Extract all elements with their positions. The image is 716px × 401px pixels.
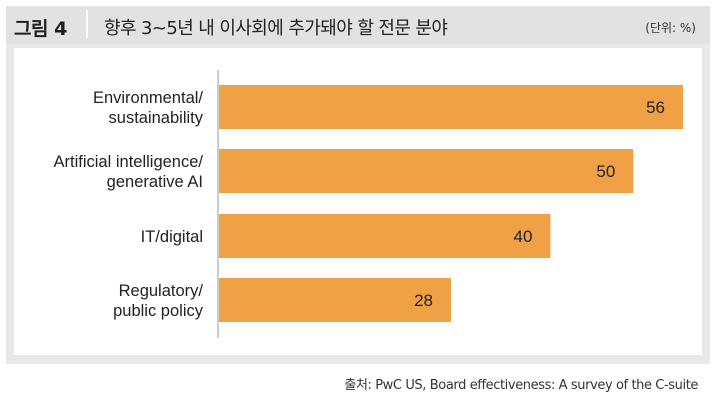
category-label: sustainability: [109, 109, 204, 127]
figure-label: 그림 4: [14, 18, 67, 40]
unit-note: (단위: %): [645, 21, 696, 35]
category-label: Regulatory/: [119, 282, 204, 300]
bar-value-label: 56: [646, 98, 665, 117]
category-label: Environmental/: [93, 89, 203, 107]
chart-title: 향후 3~5년 내 이사회에 추가돼야 할 전문 분야: [104, 18, 448, 39]
bar: [219, 149, 634, 193]
category-label: generative AI: [107, 173, 203, 191]
figure-header: [6, 6, 710, 44]
bar-value-label: 28: [414, 291, 433, 310]
header-divider: [86, 10, 88, 38]
bar: [219, 278, 451, 322]
bar: [219, 85, 683, 129]
source-note: 출처: PwC US, Board effectiveness: A surve…: [344, 378, 698, 393]
bar: [219, 214, 551, 258]
category-label: IT/digital: [141, 228, 203, 246]
category-label: public policy: [113, 302, 204, 320]
bar-value-label: 50: [596, 162, 615, 181]
bar-value-label: 40: [514, 227, 533, 246]
category-label: Artificial intelligence/: [54, 153, 204, 171]
